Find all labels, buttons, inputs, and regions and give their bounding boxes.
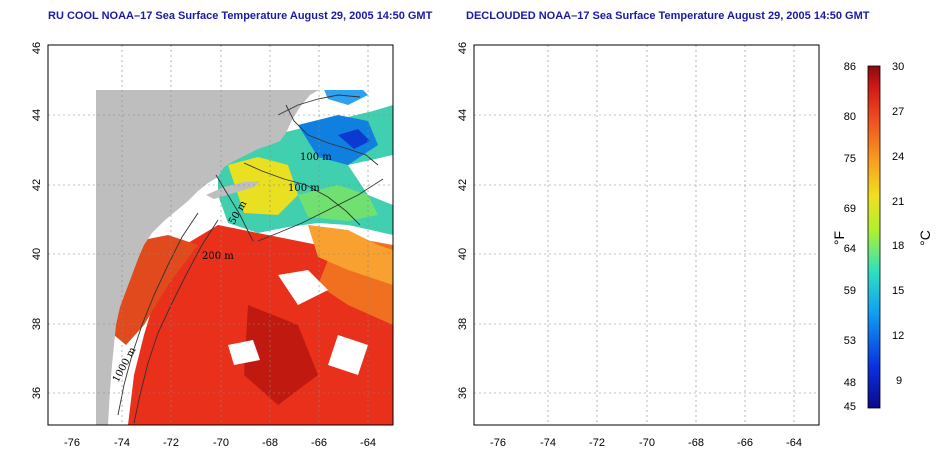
- fahrenheit-tick: 75: [844, 153, 856, 165]
- right-grid: [474, 45, 819, 425]
- lon-tick: -72: [163, 437, 179, 449]
- lon-tick: -64: [360, 437, 376, 449]
- celsius-tick: 15: [892, 285, 904, 297]
- fahrenheit-tick: 48: [844, 377, 856, 389]
- lon-tick: -72: [589, 437, 605, 449]
- fahrenheit-tick: 86: [844, 61, 856, 73]
- fahrenheit-ticks: 86 80 75 69 64 59 53 48 45: [844, 61, 856, 413]
- right-panel-title: DECLOUDED NOAA–17 Sea Surface Temperatur…: [466, 10, 870, 22]
- lon-tick: -64: [786, 437, 802, 449]
- fahrenheit-tick: 59: [844, 285, 856, 297]
- lat-tick: 44: [31, 109, 43, 121]
- lon-tick: -76: [490, 437, 506, 449]
- contour-label: 100 m: [288, 183, 320, 194]
- lat-tick: 40: [31, 248, 43, 260]
- celsius-tick: 30: [892, 61, 904, 73]
- lat-tick: 46: [457, 42, 469, 54]
- fahrenheit-tick: 80: [844, 111, 856, 123]
- fahrenheit-tick: 53: [844, 335, 856, 347]
- lon-tick: -68: [262, 437, 278, 449]
- lon-tick: -74: [540, 437, 556, 449]
- lat-tick: 42: [31, 179, 43, 191]
- fahrenheit-label: °F: [831, 231, 847, 245]
- contour-label: 100 m: [300, 152, 332, 163]
- temperature-colorbar: 86 80 75 69 64 59 53 48 45 30 27 24 21 1…: [831, 61, 933, 413]
- right-lat-axis: 36 38 40 42 44 46: [457, 42, 469, 399]
- lat-tick: 46: [31, 42, 43, 54]
- lat-tick: 36: [457, 387, 469, 399]
- right-map-panel: 100 m 100 m 50 m 200 m 1000 m: [473, 44, 820, 426]
- left-map-panel: 100 m 100 m 50 m 200 m 1000 m: [47, 44, 394, 426]
- right-lon-axis: -76 -74 -72 -70 -68 -66 -64: [490, 437, 802, 449]
- lon-tick: -76: [64, 437, 80, 449]
- left-lat-axis: 36 38 40 42 44 46: [31, 42, 43, 399]
- lat-tick: 44: [457, 109, 469, 121]
- lat-tick: 36: [31, 387, 43, 399]
- left-grid: [48, 45, 393, 425]
- celsius-tick: 27: [892, 106, 904, 118]
- left-panel-title: RU COOL NOAA–17 Sea Surface Temperature …: [48, 10, 433, 22]
- celsius-tick: 21: [892, 196, 904, 208]
- lat-tick: 38: [31, 318, 43, 330]
- celsius-tick: 9: [896, 375, 902, 387]
- fahrenheit-tick: 64: [844, 243, 856, 255]
- lon-tick: -66: [737, 437, 753, 449]
- celsius-tick: 24: [892, 151, 904, 163]
- celsius-tick: 18: [892, 240, 904, 252]
- lon-tick: -70: [639, 437, 655, 449]
- fahrenheit-tick: 45: [844, 401, 856, 413]
- celsius-ticks: 30 27 24 21 18 15 12 9: [892, 61, 904, 387]
- lon-tick: -68: [688, 437, 704, 449]
- lon-tick: -74: [114, 437, 130, 449]
- lat-tick: 38: [457, 318, 469, 330]
- lat-tick: 42: [457, 179, 469, 191]
- fahrenheit-tick: 69: [844, 203, 856, 215]
- lon-tick: -70: [213, 437, 229, 449]
- lon-tick: -66: [311, 437, 327, 449]
- celsius-label: °C: [917, 230, 933, 246]
- left-lon-axis: -76 -74 -72 -70 -68 -66 -64: [64, 437, 376, 449]
- lat-tick: 40: [457, 248, 469, 260]
- contour-label: 200 m: [202, 251, 234, 262]
- celsius-tick: 12: [892, 330, 904, 342]
